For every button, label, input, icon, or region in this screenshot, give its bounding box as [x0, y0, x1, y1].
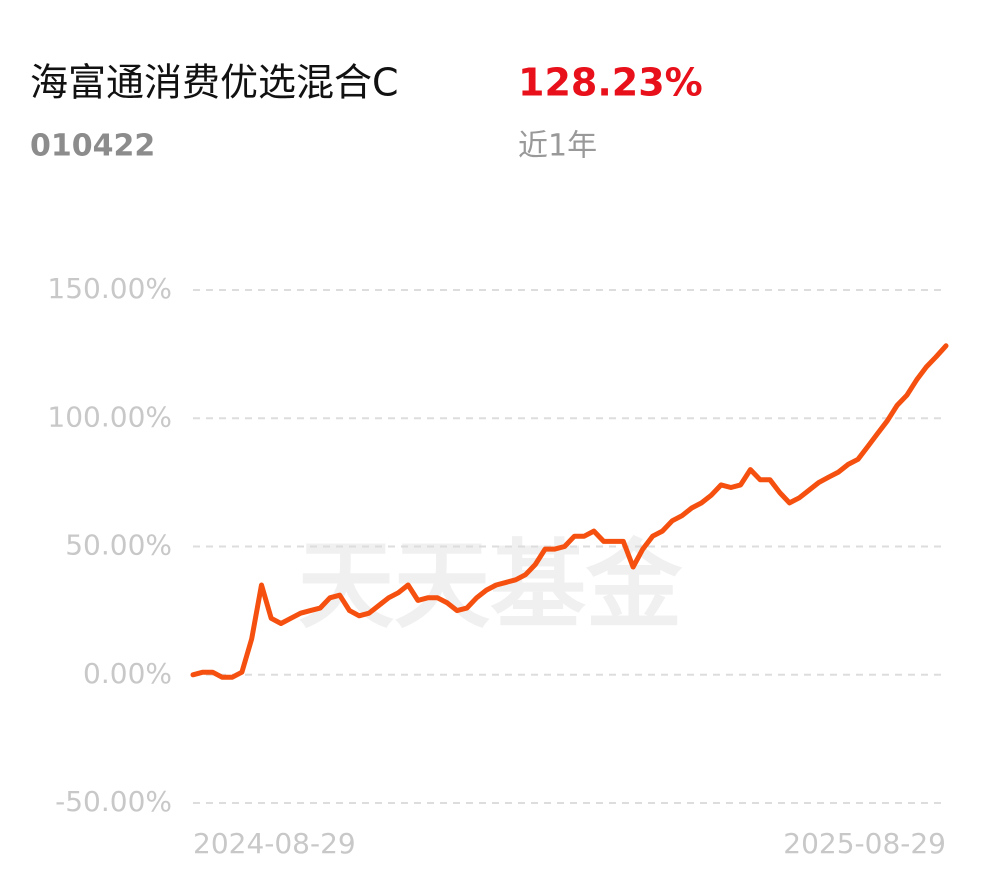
y-tick-label: 0.00%: [83, 657, 172, 690]
y-tick-label: -50.00%: [55, 785, 172, 818]
y-tick-label: 50.00%: [65, 529, 172, 562]
period-label: 近1年: [518, 129, 597, 164]
y-tick-label: 150.00%: [47, 272, 172, 305]
x-tick-label: 2024-08-29: [193, 827, 356, 860]
y-tick-label: 100.00%: [47, 400, 172, 433]
return-value: 128.23%: [518, 61, 703, 105]
x-tick-label: 2025-08-29: [783, 827, 946, 860]
fund-title: 海富通消费优选混合C: [30, 61, 399, 105]
series-line: [190, 343, 949, 680]
fund-code: 010422: [30, 129, 155, 164]
